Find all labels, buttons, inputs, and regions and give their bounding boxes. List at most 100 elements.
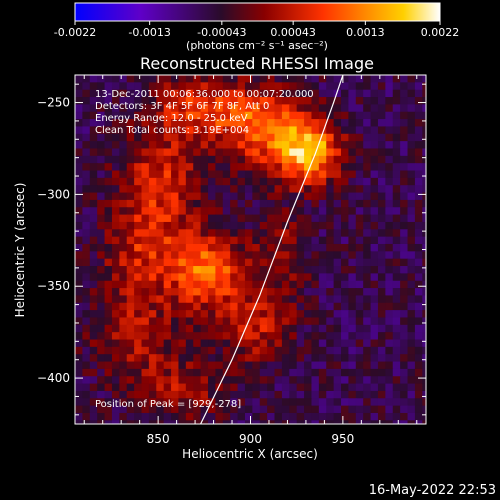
heatmap-cell — [200, 398, 209, 407]
heatmap-cell — [318, 266, 327, 274]
heatmap-cell — [163, 229, 172, 238]
heatmap-cell — [89, 199, 98, 208]
heatmap-cell — [126, 192, 135, 201]
heatmap-cell — [75, 221, 83, 230]
heatmap-cell — [222, 214, 231, 223]
heatmap-cell — [267, 82, 276, 91]
heatmap-cell — [82, 82, 91, 91]
heatmap-cell — [311, 273, 320, 282]
heatmap-cell — [200, 163, 209, 172]
heatmap-cell — [178, 361, 187, 370]
heatmap-cell — [289, 383, 298, 392]
heatmap-cell — [163, 199, 172, 208]
heatmap-cell — [385, 332, 394, 341]
heatmap-cell — [414, 405, 423, 414]
heatmap-cell — [237, 390, 246, 399]
heatmap-cell — [244, 243, 253, 252]
heatmap-cell — [126, 251, 135, 260]
heatmap-cell — [200, 214, 209, 223]
heatmap-cell — [222, 390, 231, 399]
heatmap-cell — [281, 317, 290, 326]
heatmap-cell — [311, 266, 320, 274]
heatmap-cell — [134, 361, 143, 370]
y-tick-label: −250 — [37, 96, 70, 110]
heatmap-cell — [156, 383, 165, 392]
heatmap-cell — [244, 332, 253, 341]
heatmap-cell — [97, 243, 106, 252]
heatmap-cell — [267, 346, 276, 355]
heatmap-cell — [156, 412, 165, 421]
heatmap-cell — [281, 111, 290, 120]
heatmap-cell — [215, 273, 224, 282]
heatmap-cell — [341, 273, 350, 282]
heatmap-cell — [274, 332, 283, 341]
heatmap-cell — [296, 324, 305, 333]
heatmap-cell — [185, 141, 194, 150]
heatmap-cell — [163, 412, 172, 421]
heatmap-cell — [148, 346, 157, 355]
heatmap-cell — [392, 89, 401, 98]
heatmap-cell — [111, 141, 120, 150]
heatmap-cell — [385, 376, 394, 385]
heatmap-cell — [326, 199, 335, 208]
heatmap-cell — [75, 104, 83, 113]
heatmap-cell — [341, 141, 350, 150]
heatmap-cell — [230, 266, 239, 274]
heatmap-cell — [156, 280, 165, 289]
heatmap-cell — [134, 332, 143, 341]
heatmap-cell — [407, 361, 416, 370]
heatmap-cell — [311, 97, 320, 105]
heatmap-cell — [296, 155, 305, 164]
heatmap-cell — [326, 75, 335, 83]
heatmap-cell — [296, 258, 305, 267]
heatmap-cell — [385, 141, 394, 150]
heatmap-cell — [333, 97, 342, 105]
heatmap-cell — [75, 207, 83, 216]
heatmap-cell — [414, 332, 423, 341]
heatmap-cell — [171, 177, 180, 186]
heatmap-cell — [289, 141, 298, 150]
heatmap-cell — [82, 199, 91, 208]
heatmap-cell — [414, 170, 423, 179]
heatmap-cell — [193, 383, 202, 392]
heatmap-cell — [281, 214, 290, 223]
heatmap-cell — [178, 258, 187, 267]
heatmap-cell — [326, 111, 335, 120]
heatmap-cell — [392, 339, 401, 348]
heatmap-cell — [296, 111, 305, 120]
heatmap-cell — [193, 126, 202, 135]
heatmap-cell — [289, 354, 298, 363]
heatmap-cell — [104, 236, 113, 245]
heatmap-cell — [111, 199, 120, 208]
heatmap-cell — [215, 133, 224, 142]
heatmap-cell — [281, 332, 290, 341]
heatmap-cell — [163, 376, 172, 385]
heatmap-cell — [119, 332, 128, 341]
heatmap-cell — [244, 339, 253, 348]
heatmap-cell — [208, 390, 216, 399]
heatmap-cell — [163, 302, 172, 311]
heatmap-cell — [326, 185, 335, 194]
heatmap-cell — [75, 82, 83, 91]
heatmap-cell — [289, 111, 298, 120]
heatmap-cell — [215, 82, 224, 91]
heatmap-cell — [296, 192, 305, 201]
heatmap-cell — [156, 354, 165, 363]
heatmap-cell — [97, 412, 106, 421]
heatmap-cell — [422, 214, 426, 223]
heatmap-cell — [326, 97, 335, 105]
heatmap-cell — [355, 221, 364, 230]
heatmap-cell — [311, 339, 320, 348]
heatmap-cell — [318, 383, 327, 392]
heatmap-cell — [75, 111, 83, 120]
heatmap-cell — [148, 302, 157, 311]
heatmap-cell — [208, 97, 216, 105]
heatmap-cell — [208, 398, 216, 407]
heatmap-cell — [171, 207, 180, 216]
heatmap-cell — [355, 155, 364, 164]
heatmap-cell — [89, 192, 98, 201]
heatmap-cell — [222, 243, 231, 252]
heatmap-cell — [237, 376, 246, 385]
heatmap-cell — [208, 221, 216, 230]
heatmap-cell — [400, 332, 409, 341]
